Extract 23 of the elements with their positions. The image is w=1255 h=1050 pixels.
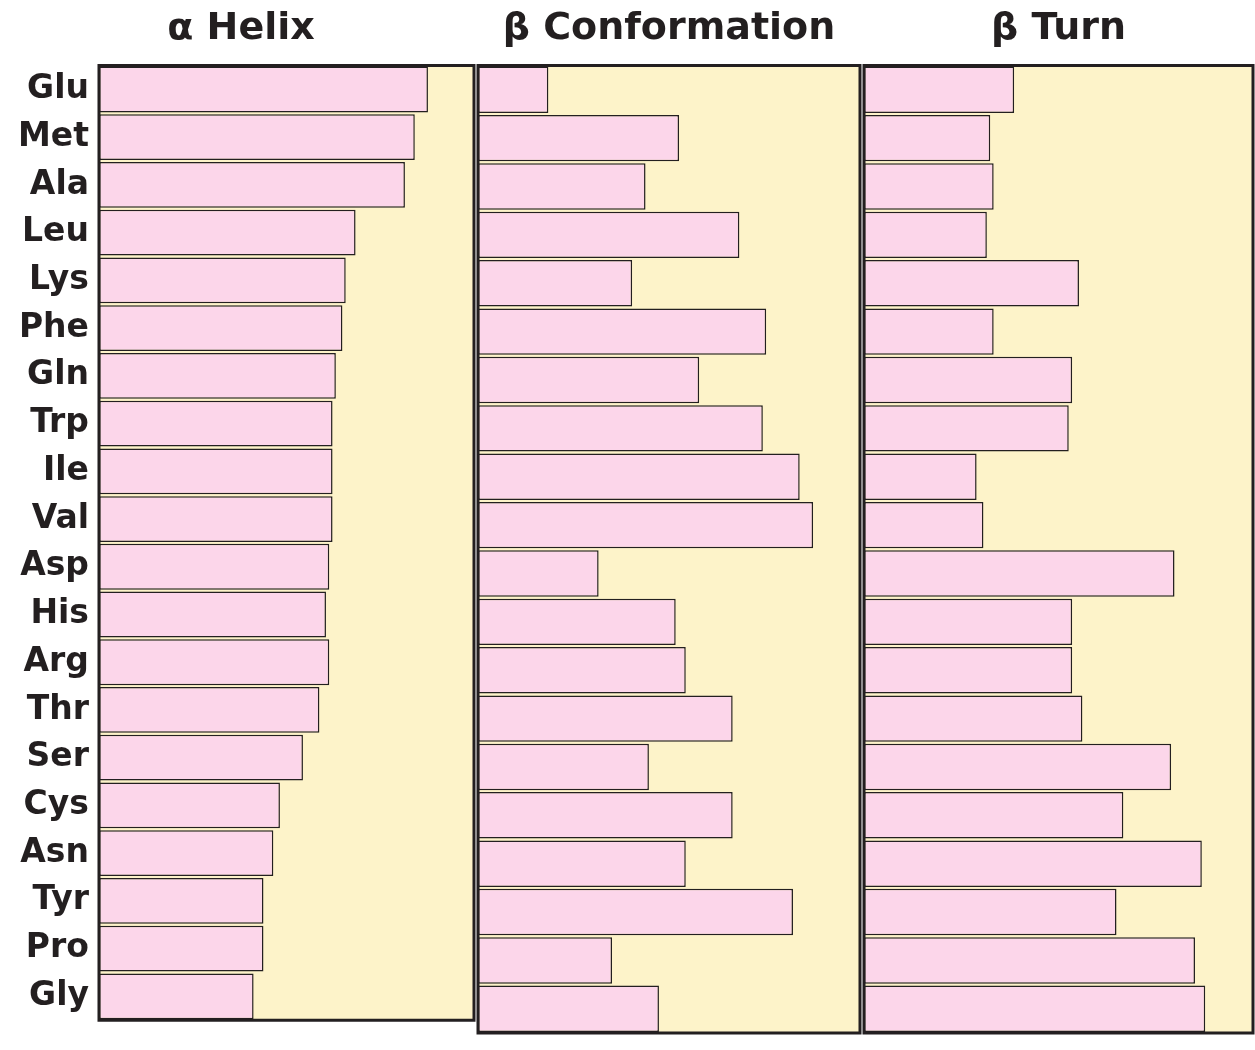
y-tick-label: Glu [27, 67, 89, 107]
y-tick-label: Cys [23, 782, 89, 822]
y-tick-label: Asn [20, 830, 89, 870]
y-tick-label: Ser [26, 735, 90, 775]
y-tick-label: Trp [30, 401, 89, 441]
y-tick-label: Asp [20, 544, 89, 584]
y-tick-label: His [30, 592, 89, 632]
chart-title: β Turn [990, 3, 1127, 48]
y-tick-label: Phe [18, 305, 89, 345]
y-tick-label: Leu [22, 210, 89, 250]
y-tick-label: Pro [25, 926, 89, 966]
y-tick-label: Gly [29, 973, 89, 1013]
y-tick-label: Arg [23, 639, 89, 679]
y-tick-label: Tyr [32, 878, 90, 918]
chart-title: α Helix [167, 3, 315, 48]
y-tick-label: Gln [27, 353, 89, 393]
y-tick-label: Ile [43, 448, 89, 488]
y-tick-label: Met [18, 114, 90, 154]
chart-title: β Conformation [502, 3, 836, 48]
y-tick-label: Val [31, 496, 89, 536]
y-tick-label: Thr [26, 687, 90, 727]
y-tick-label: Lys [29, 257, 89, 297]
y-tick-label: Ala [29, 162, 89, 202]
